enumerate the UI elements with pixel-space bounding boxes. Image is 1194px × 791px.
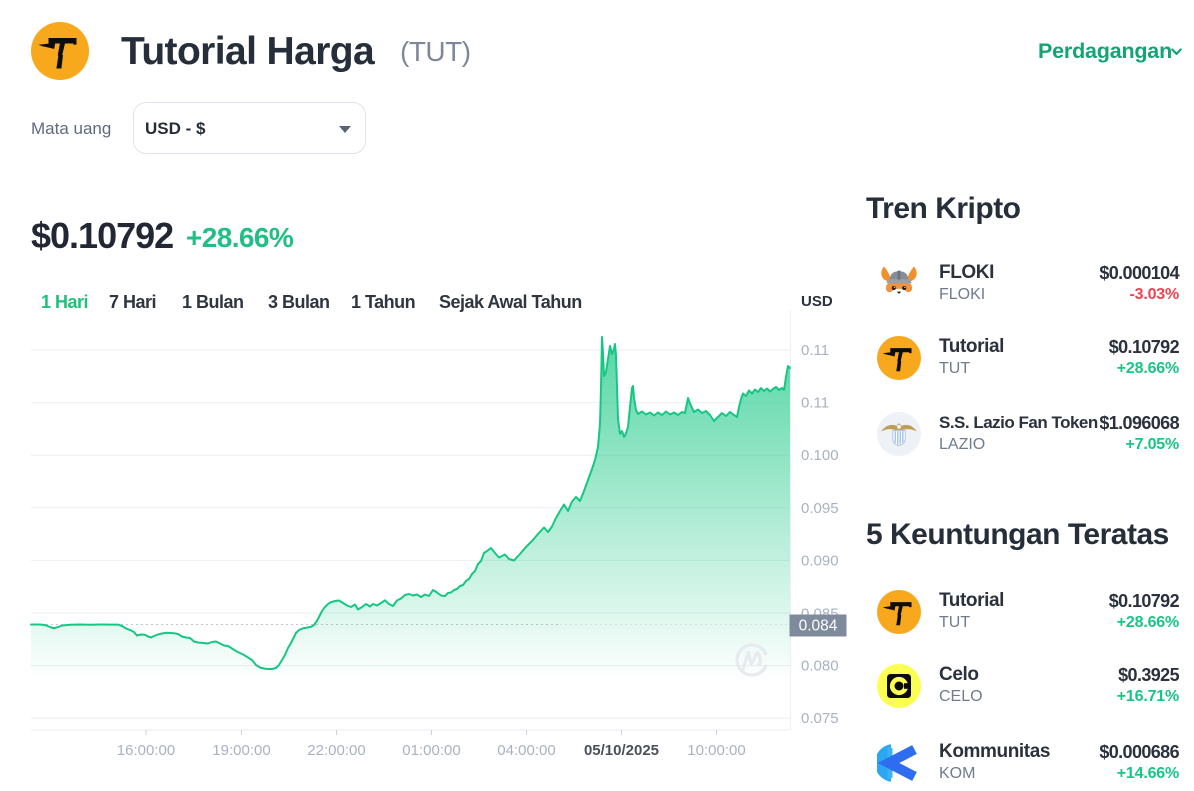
- svg-text:0.100: 0.100: [801, 447, 839, 464]
- svg-text:0.075: 0.075: [801, 710, 839, 727]
- svg-text:01:00:00: 01:00:00: [402, 742, 460, 759]
- svg-text:10:00:00: 10:00:00: [687, 742, 745, 759]
- svg-text:0.095: 0.095: [801, 500, 839, 517]
- svg-text:0.11: 0.11: [801, 395, 829, 412]
- svg-text:0.084: 0.084: [799, 618, 838, 635]
- svg-text:16:00:00: 16:00:00: [117, 742, 175, 759]
- svg-text:22:00:00: 22:00:00: [307, 742, 365, 759]
- svg-text:0.080: 0.080: [801, 658, 839, 675]
- svg-text:04:00:00: 04:00:00: [497, 742, 555, 759]
- svg-text:05/10/2025: 05/10/2025: [584, 742, 659, 759]
- svg-text:0.11: 0.11: [801, 342, 829, 359]
- svg-text:0.090: 0.090: [801, 552, 839, 569]
- svg-text:19:00:00: 19:00:00: [212, 742, 270, 759]
